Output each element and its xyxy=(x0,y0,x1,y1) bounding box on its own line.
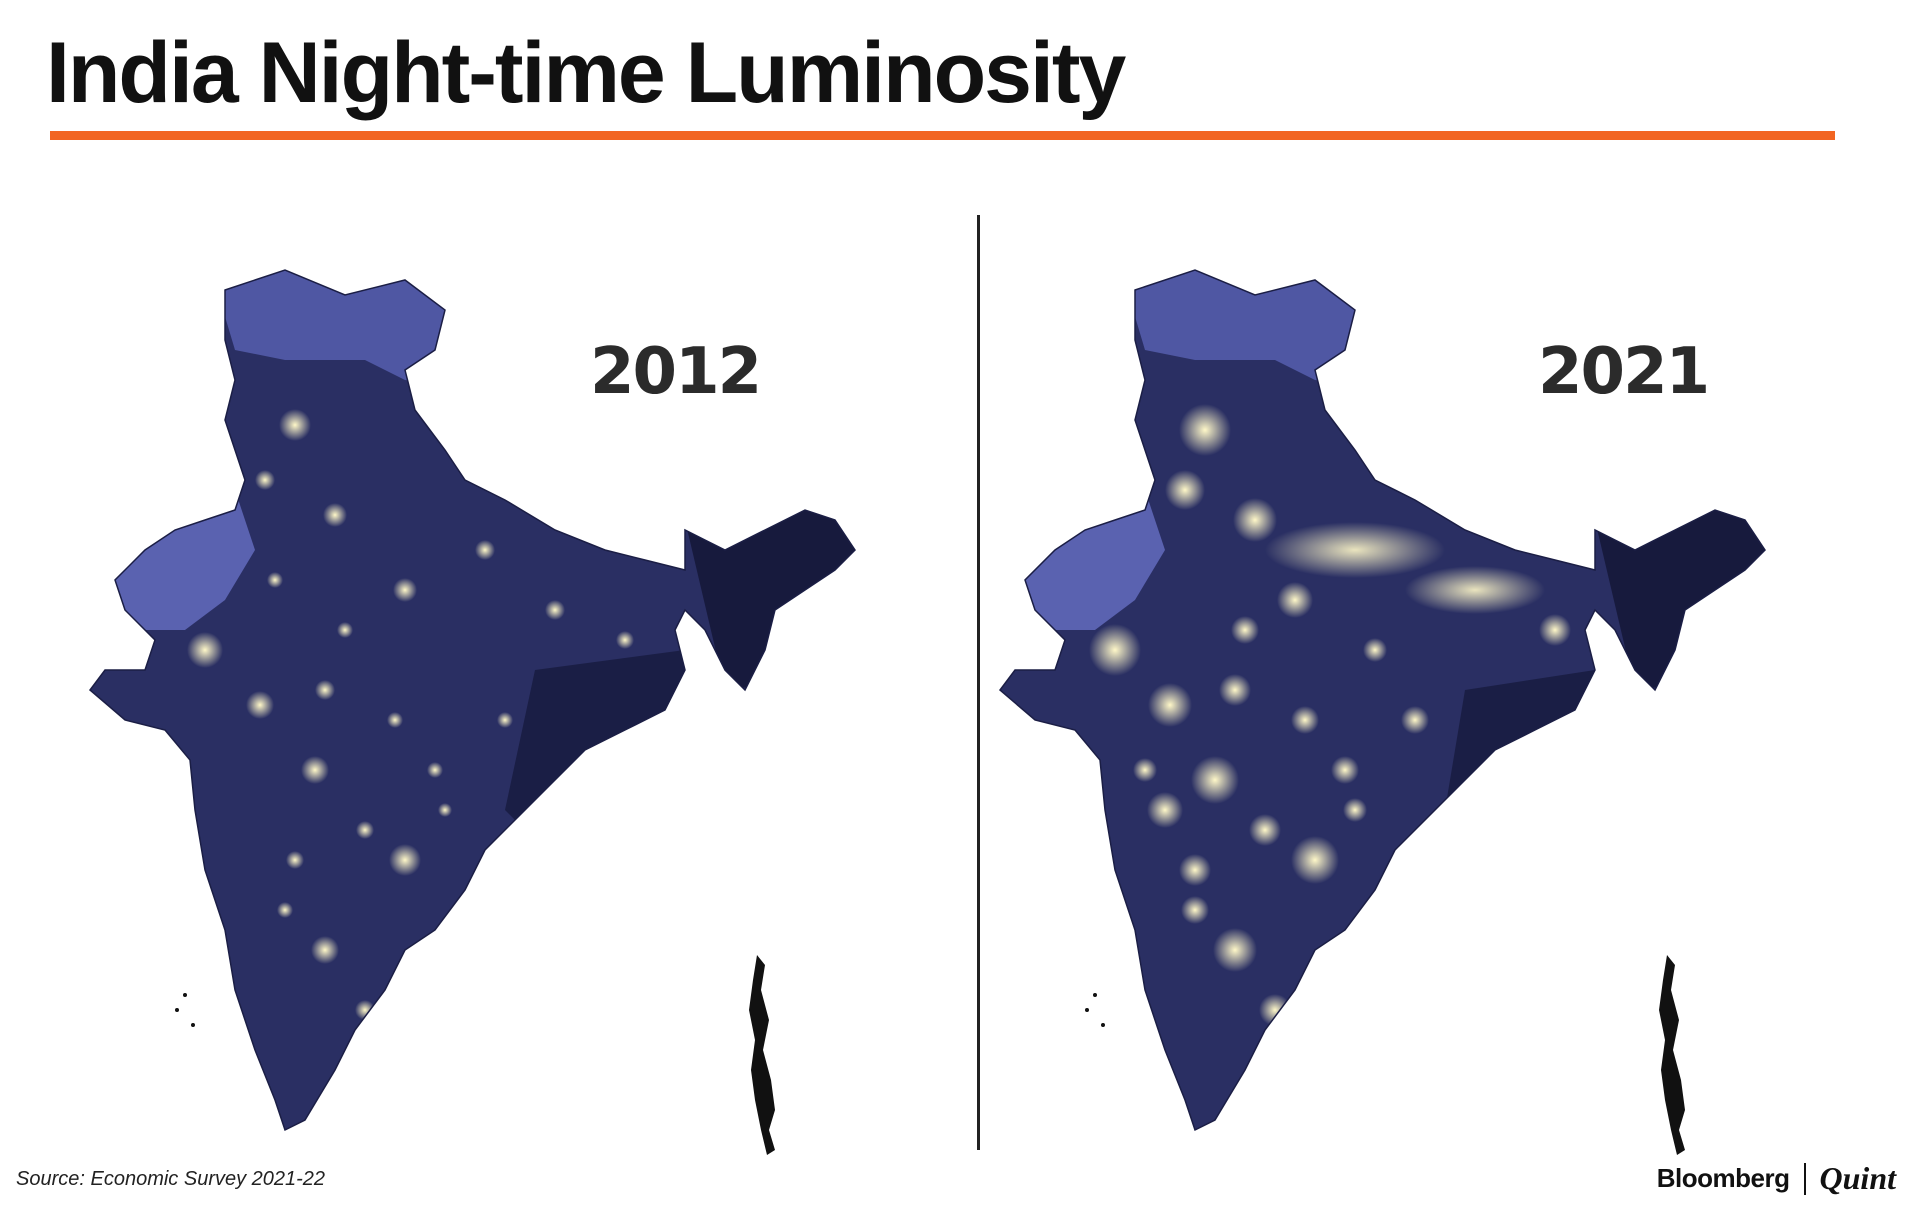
year-label-2012: 2012 xyxy=(590,335,762,409)
map-panel-2021 xyxy=(995,250,1875,1170)
title-underline xyxy=(50,131,1835,140)
brand-separator xyxy=(1803,1162,1806,1195)
islands-2012 xyxy=(749,955,775,1155)
year-label-2021: 2021 xyxy=(1538,335,1710,409)
panel-divider xyxy=(977,215,980,1150)
brand-primary: Bloomberg xyxy=(1656,1163,1790,1193)
india-map-2012 xyxy=(88,269,856,1155)
brand-secondary: Quint xyxy=(1819,1160,1896,1196)
source-note: Source: Economic Survey 2021-22 xyxy=(16,1168,326,1190)
page-title: India Night-time Luminosity xyxy=(46,25,1126,121)
islands-2021 xyxy=(1659,955,1685,1155)
map-panel-2012 xyxy=(85,250,965,1170)
brand-logo: Bloomberg Quint xyxy=(1657,1160,1896,1197)
india-map-2021 xyxy=(998,269,1766,1155)
